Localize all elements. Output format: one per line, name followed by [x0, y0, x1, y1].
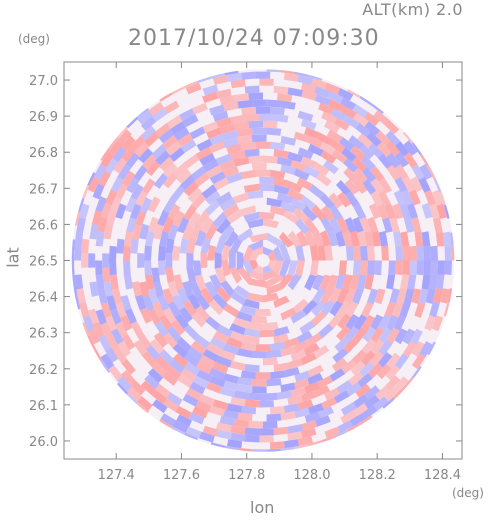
x-tick-label: 128.2: [359, 468, 396, 483]
radar-field: [71, 69, 455, 452]
x-axis-ticks: 127.4 127.6 127.8 128.0 128.2 128.4: [98, 62, 461, 483]
y-tick-label: 26.9: [29, 110, 58, 125]
x-tick-label: 127.8: [228, 468, 265, 483]
x-tick-label: 127.4: [98, 468, 135, 483]
y-tick-label: 26.0: [29, 435, 58, 450]
y-tick-label: 26.5: [29, 255, 58, 270]
y-axis-ticks: 26.0 26.1 26.2 26.3 26.4 26.5 26.6 26.7 26.8 26.9…: [29, 74, 462, 450]
x-tick-label: 127.6: [163, 468, 200, 483]
chart-title-timestamp: 2017/10/24 07:09:30: [128, 26, 380, 51]
x-tick-label: 128.0: [293, 468, 330, 483]
x-axis-label: lon: [250, 498, 275, 517]
altitude-label: ALT(km) 2.0: [362, 0, 463, 19]
y-tick-label: 26.1: [29, 399, 58, 414]
y-axis-unit: (deg): [18, 32, 50, 46]
y-tick-label: 26.3: [29, 327, 58, 342]
x-tick-label: 128.4: [424, 468, 461, 483]
x-axis-unit: (deg): [452, 486, 484, 500]
y-tick-label: 26.8: [29, 146, 58, 161]
y-tick-label: 26.7: [29, 182, 58, 197]
y-tick-label: 26.6: [29, 218, 58, 233]
y-tick-label: 26.2: [29, 363, 58, 378]
y-tick-label: 27.0: [29, 74, 58, 89]
y-tick-label: 26.4: [29, 291, 58, 306]
